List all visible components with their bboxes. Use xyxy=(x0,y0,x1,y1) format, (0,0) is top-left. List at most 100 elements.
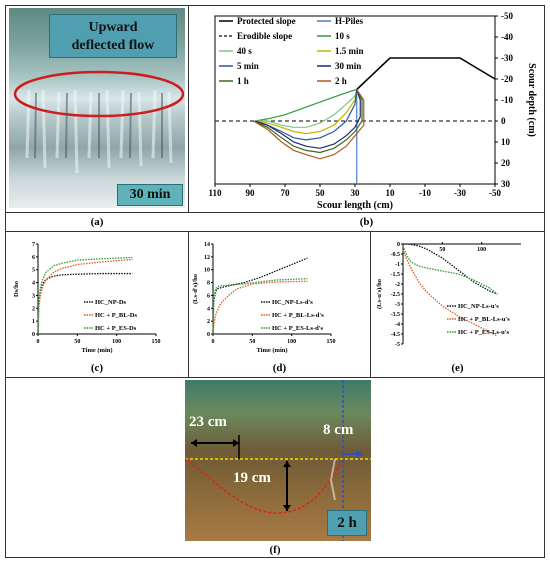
y-tick-label-c: 0 xyxy=(32,332,35,338)
legend-label-hc-np-ds: HC_NP-Ds xyxy=(95,299,127,306)
legend-label-hc-p-bl-ls-d-s: HC + P_BL-Ls-d's xyxy=(272,312,324,319)
ds-time-chart: 0 50 100 150 0 1 2 3 4 5 6 7 Time (min) Ds/ho HC_NP-Ds… xyxy=(13,242,161,354)
y-tick-label-c: 2 xyxy=(32,306,35,312)
y-tick-label-b: -20 xyxy=(501,74,513,84)
y-tick-label-e: -0.5 xyxy=(391,252,401,258)
x-tick-label-b: -30 xyxy=(454,188,466,198)
x-tick-label-b: -50 xyxy=(489,188,501,198)
y-tick-label-e: -3.5 xyxy=(391,312,401,318)
x-tick-label-b: -10 xyxy=(419,188,431,198)
y-tick-label-b: -30 xyxy=(501,53,513,63)
y-tick-label-b: -10 xyxy=(501,95,513,105)
series-30-min xyxy=(253,89,361,149)
caption-b: (b) xyxy=(359,216,374,228)
y-tick-label-d: 6 xyxy=(207,293,210,299)
flow-label-line2: deflected flow xyxy=(71,38,155,53)
x-tick-label-e: 100 xyxy=(477,247,486,253)
flow-highlight-ellipse xyxy=(13,70,185,118)
flow-label-line1: Upward xyxy=(88,20,138,35)
y-tick-label-d: 4 xyxy=(207,306,210,312)
x-tick-label-b: 10 xyxy=(386,188,396,198)
y-tick-label-b: 0 xyxy=(501,116,506,126)
caption-c: (c) xyxy=(90,362,104,374)
y-tick-label-d: 12 xyxy=(204,255,210,261)
y-tick-label-d: 10 xyxy=(204,268,210,274)
series-1-5-min xyxy=(255,89,358,135)
x-tick-label-c: 50 xyxy=(74,339,80,345)
y-tick-label-e: -5 xyxy=(395,342,400,348)
legend-label-hc-p-es-ds: HC + P_ES-Ds xyxy=(95,325,137,332)
y-tick-label-c: 7 xyxy=(32,242,35,248)
y-axis-label-c: Ds/ho xyxy=(13,281,20,297)
photo-a-texture xyxy=(13,70,185,174)
y-tick-label-b: -50 xyxy=(501,11,513,21)
series-hc-p-es-ls-u-s xyxy=(402,245,498,295)
legend-label-2-h: 2 h xyxy=(335,76,347,86)
photo-f: 23 cm 19 cm 8 cm 2 h xyxy=(185,380,371,541)
y-tick-label-e: -4.5 xyxy=(391,332,401,338)
series-hc-p-bl-ls-u-s xyxy=(402,249,498,337)
y-tick-label-d: 2 xyxy=(207,319,210,325)
ls-ds-time-chart: 0 50 100 150 0 2 4 6 8 10 12 14 Time (min) (Ls-d's)/h… xyxy=(192,242,336,354)
series-5-min xyxy=(255,89,358,141)
legend-label-hc-p-es-ls-u-s: HC + P_ES-Ls-u's xyxy=(458,329,509,336)
y-tick-label-d: 0 xyxy=(207,332,210,338)
y-tick-label-e: 0 xyxy=(397,242,400,248)
x-tick-label-c: 150 xyxy=(152,339,161,345)
photo-f-overlay xyxy=(185,380,371,541)
series-10-s xyxy=(255,88,357,122)
legend-label-30-min: 30 min xyxy=(335,61,361,71)
y-axis-label-e: (Ls-u's)/ho xyxy=(376,279,383,309)
caption-e: (e) xyxy=(451,362,464,374)
x-tick-label-b: 90 xyxy=(246,188,256,198)
y-tick-label-c: 5 xyxy=(32,268,35,274)
x-axis-label-c: Time (min) xyxy=(81,347,112,354)
y-tick-label-e: -1.5 xyxy=(391,272,401,278)
x-tick-label-d: 150 xyxy=(327,339,336,345)
legend-label-erodible-slope: Erodible slope xyxy=(237,31,292,41)
legend-label-hc-p-bl-ds: HC + P_BL-Ds xyxy=(95,312,137,319)
legend-label-40-s: 40 s xyxy=(237,46,252,56)
panel-f-frame xyxy=(5,377,545,558)
legend-label-hc-p-bl-ls-u-s: HC + P_BL-Ls-u's xyxy=(458,316,510,323)
y-tick-label-c: 1 xyxy=(32,319,35,325)
series-hc-np-ls-u-s xyxy=(403,243,498,295)
y-tick-label-b: 30 xyxy=(501,179,511,189)
legend-label-hc-p-es-ls-d-s: HC + P_ES-Ls-d's xyxy=(272,325,323,332)
scour-profile-chart: 110 90 70 50 30 10 -10 -30 -50 -50 -40 -30 -20 -10 0 10… xyxy=(208,11,537,210)
y-axis-label-b: Scour depth (cm) xyxy=(526,63,537,137)
legend-label-protected-slope: Protected slope xyxy=(237,16,296,26)
time-label-f: 2 h xyxy=(327,510,367,536)
x-tick-label-b: 70 xyxy=(281,188,291,198)
y-tick-label-e: -2 xyxy=(395,282,400,288)
flow-label-box: Upward deflected flow xyxy=(49,14,177,58)
x-tick-label-d: 100 xyxy=(287,339,296,345)
caption-d: (d) xyxy=(272,362,287,374)
caption-a: (a) xyxy=(90,216,104,228)
photo-a: Upward deflected flow 30 min xyxy=(9,8,185,208)
y-tick-label-e: -3 xyxy=(395,302,400,308)
x-axis-label-b: Scour length (cm) xyxy=(317,200,393,210)
series-hc-p-bl-ls-d-s xyxy=(212,280,308,335)
y-tick-label-d: 8 xyxy=(207,281,210,287)
y-tick-label-e: -4 xyxy=(395,322,400,328)
y-tick-label-b: -40 xyxy=(501,32,513,42)
series-hc-p-es-ds xyxy=(37,256,133,335)
y-tick-label-c: 4 xyxy=(32,281,35,287)
legend-label-h-piles: H-Piles xyxy=(335,16,363,26)
x-tick-label-d: 0 xyxy=(212,339,215,345)
ls-us-time-chart: 50 100 0 -0.5 -1 -1.5 -2 -2.5 -3 -3.5 -4 -4.5 -5 (Ls-… xyxy=(376,242,521,348)
legend-label-1-h: 1 h xyxy=(237,76,249,86)
dim-label-23: 23 cm xyxy=(189,414,227,430)
legend-label-5-min: 5 min xyxy=(237,61,259,71)
x-tick-label-b: 110 xyxy=(208,188,222,198)
y-tick-label-b: 10 xyxy=(501,137,511,147)
legend-label-1-5-min: 1.5 min xyxy=(335,46,364,56)
series-1-h xyxy=(253,89,363,154)
x-tick-label-b: 50 xyxy=(316,188,326,198)
x-tick-label-e: 50 xyxy=(439,247,445,253)
x-axis-label-d: Time (min) xyxy=(256,347,287,354)
series-40-s xyxy=(255,89,358,128)
x-tick-label-c: 0 xyxy=(37,339,40,345)
y-axis-label-d: (Ls-d's)/ho xyxy=(192,274,199,304)
